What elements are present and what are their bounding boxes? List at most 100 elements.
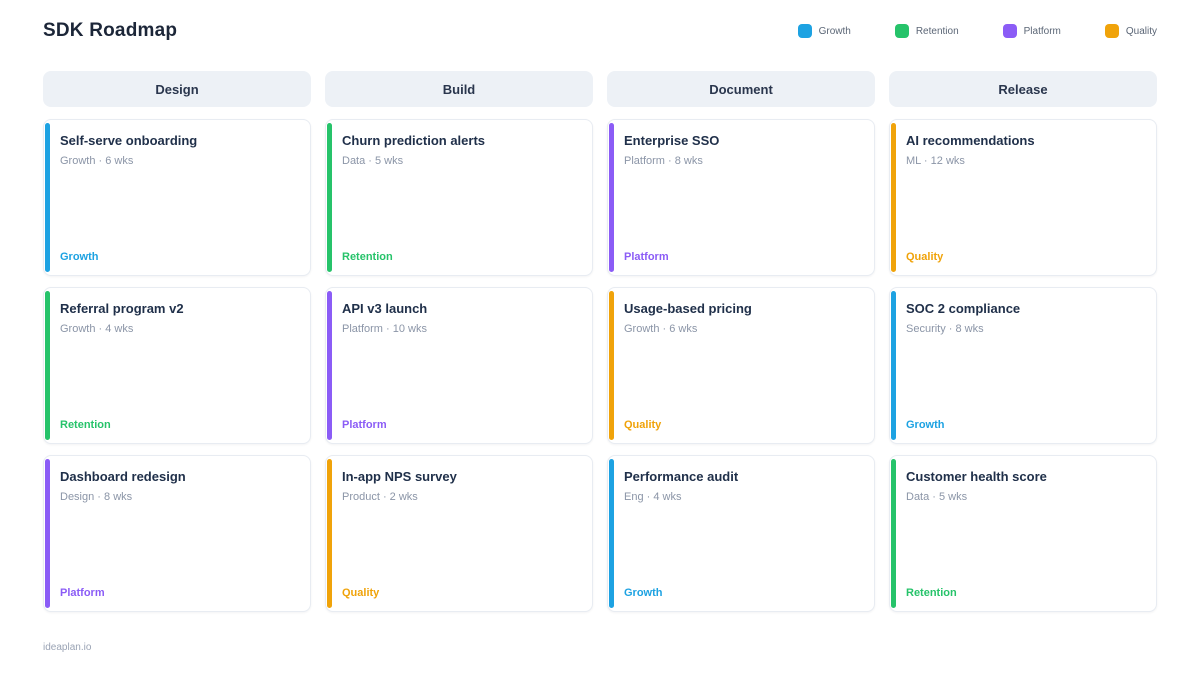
column-cards: Self-serve onboarding Growth · 6 wks Gro… — [43, 119, 311, 612]
card-body: In-app NPS survey Product · 2 wks Qualit… — [326, 456, 592, 611]
legend: Growth Retention Platform Quality — [797, 24, 1157, 38]
board-column-release: Release AI recommendations ML · 12 wks Q… — [889, 71, 1157, 612]
card-body: Dashboard redesign Design · 8 wks Platfo… — [44, 456, 310, 611]
column-header: Document — [607, 71, 875, 107]
card-meta: Security · 8 wks — [906, 323, 984, 335]
card-title: Usage-based pricing — [624, 301, 752, 316]
card-tag: Growth — [624, 587, 663, 599]
board-column-design: Design Self-serve onboarding Growth · 6 … — [43, 71, 311, 612]
roadmap-card[interactable]: Self-serve onboarding Growth · 6 wks Gro… — [43, 119, 311, 276]
card-body: Churn prediction alerts Data · 5 wks Ret… — [326, 120, 592, 275]
column-cards: Churn prediction alerts Data · 5 wks Ret… — [325, 119, 593, 612]
card-tag: Platform — [624, 251, 669, 263]
card-meta: Data · 5 wks — [906, 491, 968, 503]
card-body: Enterprise SSO Platform · 8 wks Platform — [608, 120, 874, 275]
card-accent-bar — [327, 123, 332, 272]
card-meta: Growth · 4 wks — [60, 323, 134, 335]
card-tag: Platform — [60, 587, 105, 599]
card-title: Self-serve onboarding — [60, 133, 198, 148]
card-title: Dashboard redesign — [60, 469, 186, 484]
legend-label: Platform — [1023, 25, 1061, 37]
card-meta: Platform · 8 wks — [624, 155, 703, 167]
legend-color-swatch — [797, 24, 812, 38]
board-column-document: Document Enterprise SSO Platform · 8 wks… — [607, 71, 875, 612]
card-meta: Growth · 6 wks — [60, 155, 134, 167]
card-title: Churn prediction alerts — [342, 133, 486, 148]
card-title: Enterprise SSO — [624, 133, 720, 148]
card-body: Self-serve onboarding Growth · 6 wks Gro… — [44, 120, 310, 275]
card-accent-bar — [45, 459, 50, 608]
card-accent-bar — [327, 291, 332, 440]
roadmap-card[interactable]: Performance audit Eng · 4 wks Growth — [607, 455, 875, 612]
legend-label: Retention — [915, 25, 959, 37]
card-body: AI recommendations ML · 12 wks Quality — [890, 120, 1156, 275]
roadmap-card[interactable]: In-app NPS survey Product · 2 wks Qualit… — [325, 455, 593, 612]
roadmap-card[interactable]: Usage-based pricing Growth · 6 wks Quali… — [607, 287, 875, 444]
card-accent-bar — [891, 291, 896, 440]
column-cards: Enterprise SSO Platform · 8 wks Platform… — [607, 119, 875, 612]
roadmap-card[interactable]: Enterprise SSO Platform · 8 wks Platform — [607, 119, 875, 276]
card-body: API v3 launch Platform · 10 wks Platform — [326, 288, 592, 443]
roadmap-card[interactable]: SOC 2 compliance Security · 8 wks Growth — [889, 287, 1157, 444]
card-title: SOC 2 compliance — [906, 301, 1021, 316]
roadmap-card[interactable]: AI recommendations ML · 12 wks Quality — [889, 119, 1157, 276]
card-meta: Design · 8 wks — [60, 491, 133, 503]
card-title: AI recommendations — [906, 133, 1035, 148]
legend-item: Growth — [797, 24, 851, 38]
page-title: SDK Roadmap — [43, 20, 178, 41]
card-accent-bar — [891, 123, 896, 272]
legend-color-swatch — [1002, 24, 1017, 38]
card-title: Performance audit — [624, 469, 739, 484]
roadmap-card[interactable]: Churn prediction alerts Data · 5 wks Ret… — [325, 119, 593, 276]
column-header: Release — [889, 71, 1157, 107]
card-tag: Retention — [342, 251, 393, 263]
roadmap-card[interactable]: Dashboard redesign Design · 8 wks Platfo… — [43, 455, 311, 612]
legend-item: Quality — [1104, 24, 1157, 38]
card-title: Customer health score — [906, 469, 1047, 484]
column-header: Design — [43, 71, 311, 107]
card-title: Referral program v2 — [60, 301, 184, 316]
card-meta: Growth · 6 wks — [624, 323, 698, 335]
card-tag: Retention — [60, 419, 111, 431]
kanban-board: Design Self-serve onboarding Growth · 6 … — [43, 71, 1157, 612]
column-cards: AI recommendations ML · 12 wks Quality S… — [889, 119, 1157, 612]
card-accent-bar — [609, 459, 614, 608]
legend-label: Growth — [818, 25, 851, 37]
footer-brand: ideaplan.io — [43, 642, 92, 653]
card-meta: ML · 12 wks — [906, 155, 965, 167]
roadmap-card[interactable]: Customer health score Data · 5 wks Reten… — [889, 455, 1157, 612]
card-tag: Retention — [906, 587, 957, 599]
column-header: Build — [325, 71, 593, 107]
roadmap-card[interactable]: Referral program v2 Growth · 4 wks Reten… — [43, 287, 311, 444]
card-accent-bar — [327, 459, 332, 608]
legend-item: Platform — [1002, 24, 1061, 38]
card-tag: Growth — [60, 251, 99, 263]
board-column-build: Build Churn prediction alerts Data · 5 w… — [325, 71, 593, 612]
card-tag: Quality — [624, 419, 662, 431]
legend-color-swatch — [1104, 24, 1119, 38]
card-accent-bar — [609, 123, 614, 272]
card-accent-bar — [45, 291, 50, 440]
roadmap-card[interactable]: API v3 launch Platform · 10 wks Platform — [325, 287, 593, 444]
card-accent-bar — [609, 291, 614, 440]
card-tag: Quality — [906, 251, 944, 263]
card-meta: Eng · 4 wks — [624, 491, 682, 503]
card-body: SOC 2 compliance Security · 8 wks Growth — [890, 288, 1156, 443]
card-tag: Quality — [342, 587, 380, 599]
legend-label: Quality — [1125, 25, 1157, 37]
card-body: Referral program v2 Growth · 4 wks Reten… — [44, 288, 310, 443]
top-bar: SDK Roadmap Growth Retention Platform Qu… — [43, 16, 1157, 46]
card-meta: Platform · 10 wks — [342, 323, 427, 335]
card-accent-bar — [45, 123, 50, 272]
legend-item: Retention — [894, 24, 959, 38]
card-body: Performance audit Eng · 4 wks Growth — [608, 456, 874, 611]
card-title: API v3 launch — [342, 301, 428, 316]
card-tag: Growth — [906, 419, 945, 431]
card-tag: Platform — [342, 419, 387, 431]
card-meta: Product · 2 wks — [342, 491, 418, 503]
legend-color-swatch — [894, 24, 909, 38]
card-title: In-app NPS survey — [342, 469, 457, 484]
card-body: Usage-based pricing Growth · 6 wks Quali… — [608, 288, 874, 443]
card-meta: Data · 5 wks — [342, 155, 404, 167]
